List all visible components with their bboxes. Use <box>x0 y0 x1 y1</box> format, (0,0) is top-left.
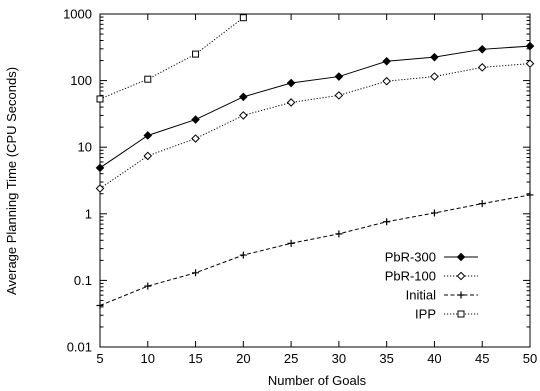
data-point-pbr-300 <box>430 52 439 62</box>
legend-label-pbr-300: PbR-300 <box>385 250 436 265</box>
legend-marker-ipp <box>457 310 465 318</box>
x-axis-title: Number of Goals <box>268 373 367 388</box>
legend-marker-pbr-300 <box>456 252 466 262</box>
series-line-ipp <box>99 17 244 100</box>
data-point-initial <box>335 230 343 238</box>
data-point-pbr-100 <box>430 72 439 81</box>
legend-marker-initial <box>457 291 465 299</box>
data-point-initial <box>144 282 152 290</box>
data-point-pbr-100 <box>95 184 105 193</box>
plot-frame <box>99 13 531 348</box>
data-point-pbr-100 <box>525 59 535 68</box>
data-point-pbr-100 <box>334 91 344 100</box>
data-point-ipp <box>192 50 200 58</box>
data-point-pbr-300 <box>143 131 153 140</box>
data-point-initial <box>96 301 104 309</box>
data-point-pbr-300 <box>525 41 535 51</box>
y-tick-label: 10 <box>78 140 92 155</box>
x-tick-label: 10 <box>141 351 155 366</box>
data-point-pbr-100 <box>239 111 248 120</box>
legend-label-initial: Initial <box>406 288 436 303</box>
data-point-pbr-300 <box>477 45 487 54</box>
data-point-ipp <box>239 14 247 22</box>
y-tick-label: 0.01 <box>67 340 92 355</box>
legend-marker-pbr-100 <box>456 271 466 281</box>
data-point-pbr-300 <box>239 92 248 102</box>
legend-label-ipp: IPP <box>415 307 436 322</box>
y-tick-label: 0.1 <box>74 273 92 288</box>
data-point-pbr-300 <box>382 56 391 66</box>
data-point-initial <box>239 251 247 259</box>
x-tick-label: 45 <box>475 351 489 366</box>
y-tick-label: 1000 <box>63 7 92 22</box>
y-axis-title: Average Planning Time (CPU Seconds) <box>4 67 19 295</box>
series-initial <box>96 191 534 309</box>
data-point-pbr-300 <box>95 163 105 173</box>
data-point-initial <box>383 218 391 226</box>
data-point-initial <box>192 269 200 277</box>
x-tick-label: 40 <box>427 351 441 366</box>
x-tick-label: 20 <box>236 351 250 366</box>
data-point-pbr-100 <box>477 63 487 72</box>
data-point-ipp <box>96 95 104 103</box>
data-point-pbr-100 <box>382 76 391 86</box>
y-tick-label: 1 <box>85 206 92 221</box>
series-pbr-300 <box>95 41 535 173</box>
data-point-ipp <box>144 75 152 83</box>
series-ipp <box>96 14 247 103</box>
data-point-pbr-100 <box>143 151 153 161</box>
y-tick-label: 100 <box>70 73 92 88</box>
data-point-pbr-100 <box>286 98 296 107</box>
x-tick-label: 25 <box>284 351 298 366</box>
series-line-initial <box>99 194 531 306</box>
legend-label-pbr-100: PbR-100 <box>385 269 436 284</box>
data-point-initial <box>526 191 534 199</box>
series-pbr-100 <box>95 59 535 193</box>
data-point-initial <box>478 200 486 208</box>
x-tick-label: 35 <box>379 351 393 366</box>
data-point-pbr-300 <box>191 115 200 124</box>
x-tick-label: 15 <box>188 351 202 366</box>
data-point-pbr-100 <box>191 134 200 143</box>
series-line-pbr-300 <box>99 45 531 169</box>
x-tick-label: 5 <box>96 351 103 366</box>
x-tick-label: 50 <box>523 351 537 366</box>
data-point-pbr-300 <box>286 78 296 88</box>
x-tick-label: 30 <box>332 351 346 366</box>
data-point-initial <box>287 239 295 247</box>
data-point-initial <box>430 209 438 217</box>
series-line-pbr-100 <box>99 63 531 189</box>
data-point-pbr-300 <box>334 72 344 81</box>
